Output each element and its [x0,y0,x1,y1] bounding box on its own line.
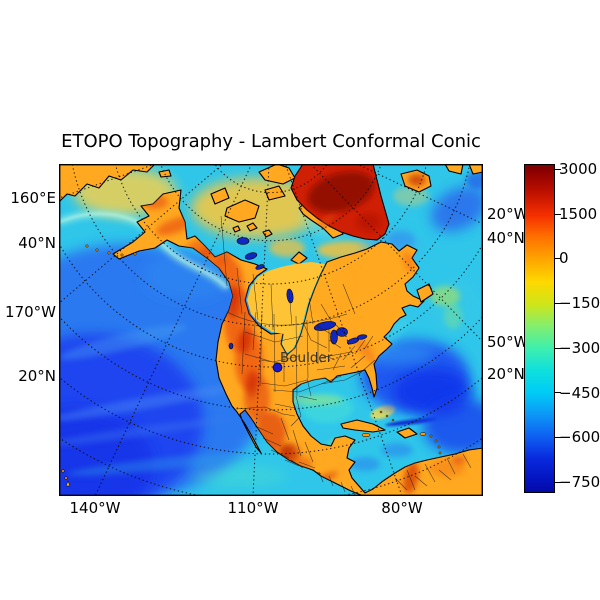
lake-winnipeg [286,288,294,304]
axis-label-160e: 160°E [10,189,56,207]
colorbar-tick-label-3000: 3000 [559,160,598,178]
meridian-50w [309,164,483,343]
colorbar-tick [555,303,561,305]
south-america-borders [394,453,472,491]
colorbar-tick [555,437,561,439]
us-mexico-border [235,406,296,417]
boulder-dot [272,362,283,373]
colorbar-tick [555,348,561,350]
axis-label-110w: 110°W [227,499,279,517]
great-bear-lake [236,237,250,245]
meridian-20w [355,164,483,225]
meridian-110w [252,164,270,496]
axis-label-40n-left: 40°N [18,234,56,252]
hudson-bay [247,262,325,353]
axis-label-80w: 80°W [381,499,423,517]
axis-label-20n-right: 20°N [487,365,525,383]
colorbar[interactable] [524,164,555,493]
boulder-label: Boulder [280,350,333,366]
mexico-state-borders [254,417,322,475]
colorbar-tick [555,214,561,216]
lake-ontario [356,334,368,340]
lake-superior [313,321,337,331]
lake-huron [336,327,348,337]
map-frame [59,164,483,496]
colorbar-tick-label-0: 0 [559,249,569,267]
map-canvas[interactable]: Boulder [59,164,483,496]
lake-michigan [330,329,338,345]
us-canada-border [226,311,348,326]
axis-label-170w: 170°W [5,303,56,321]
boulder-marker[interactable]: Boulder [272,350,333,373]
colorbar-tick [555,258,561,260]
meridian-80w [284,164,403,496]
lakes [228,237,368,350]
great-slave-lake [244,252,258,260]
small-islands [61,244,442,487]
great-salt-lake [228,342,234,350]
jamaica [361,432,371,438]
axis-label-50w: 50°W [487,333,529,351]
page-title: ETOPO Topography - Lambert Conformal Con… [61,131,481,152]
colorbar-tick-label--6000: −6000 [559,428,600,446]
meridian-140w [94,164,253,496]
hawaii-islands [61,469,65,473]
colorbar-tick-label-1500: 1500 [559,205,598,223]
colorbar-tick-label--1500: −1500 [559,294,600,312]
political-borders [220,215,472,496]
graticule [59,164,483,496]
axis-label-140w: 140°W [69,499,121,517]
axis-label-20n-left: 20°N [18,367,56,385]
colorbar-tick [555,392,561,394]
colorbar-tick [555,169,561,171]
axis-label-20w: 20°W [487,205,529,223]
colorbar-tick-label--3000: −3000 [559,339,600,357]
puerto-rico [419,432,427,436]
colorbar-tick-label--4500: −4500 [559,384,600,402]
colorbar-tick-label--7500: −7500 [559,473,600,491]
axis-label-40n-right: 40°N [487,229,525,247]
colorbar-tick [555,482,561,484]
canada-province-borders [236,267,356,331]
